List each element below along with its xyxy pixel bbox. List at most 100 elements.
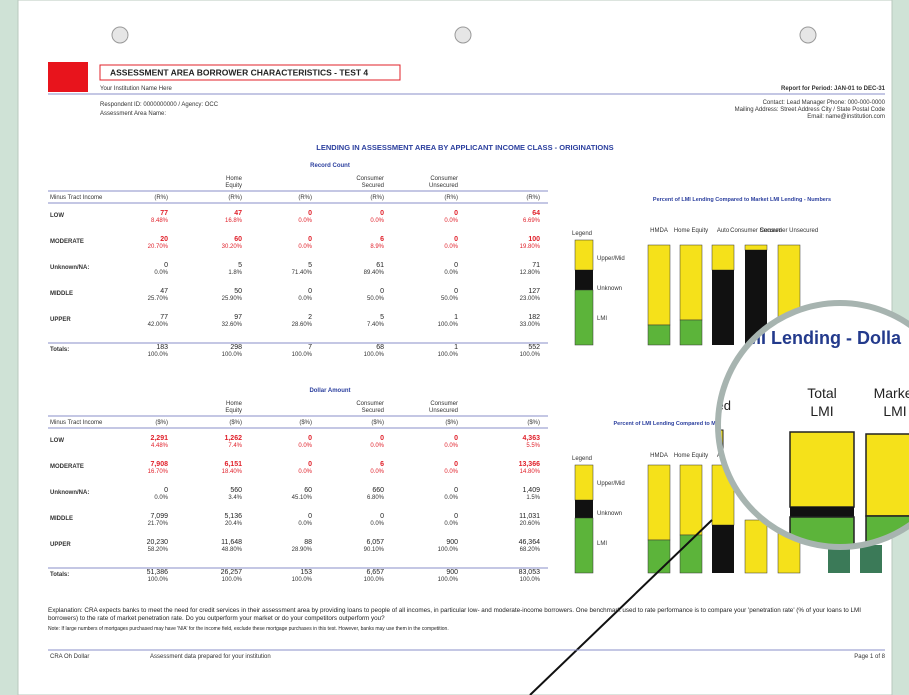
cell: (R%): [298, 195, 312, 201]
punch-hole: [800, 27, 816, 43]
cell-percent: 68.20%: [520, 547, 541, 553]
cell-percent: 100.0%: [438, 352, 459, 358]
cell-percent: 20.70%: [148, 244, 169, 250]
column-header: ConsumerUnsecured: [429, 176, 458, 189]
cell-value: 7,908: [150, 461, 168, 468]
cell-percent: 23.00%: [520, 296, 541, 302]
magnified-label: LMI: [883, 403, 906, 419]
cell-value: 6,657: [366, 569, 384, 576]
cell-percent: 42.00%: [148, 322, 169, 328]
cell-percent: 58.20%: [148, 547, 169, 553]
cell-percent: 28.90%: [292, 547, 313, 553]
cell-value: 0: [380, 435, 384, 442]
punch-hole: [112, 27, 128, 43]
cell-value: 6,151: [224, 461, 242, 468]
cell-value: 7: [308, 344, 312, 351]
cell-value: 0: [454, 262, 458, 269]
cell-percent: 45.10%: [292, 495, 313, 501]
document: ASSESSMENT AREA BORROWER CHARACTERISTICS…: [0, 0, 909, 695]
cell-value: 26,257: [221, 569, 243, 576]
cell-value: 560: [230, 487, 242, 494]
cell-value: 100: [528, 236, 540, 243]
cell-percent: 100.0%: [438, 577, 459, 583]
cell-value: 13,366: [519, 461, 541, 468]
cell-value: 660: [372, 487, 384, 494]
cell-percent: 100.0%: [438, 322, 459, 328]
row-label: MIDDLE: [50, 291, 73, 297]
cell-percent: 100.0%: [292, 577, 313, 583]
cell-percent: 90.10%: [364, 547, 385, 553]
cell-value: 0: [164, 487, 168, 494]
magnified-label: LMI: [810, 403, 833, 419]
cell-percent: 18.40%: [222, 469, 243, 475]
row-label: MODERATE: [50, 464, 84, 470]
contact: Contact: Lead Manager Phone: 000-000-000…: [763, 100, 886, 106]
cell-percent: 20.60%: [520, 521, 541, 527]
cell-percent: 1.5%: [526, 495, 540, 501]
cell-percent: 0.0%: [370, 521, 384, 527]
cell-percent: 25.90%: [222, 296, 243, 302]
cell-percent: 32.60%: [222, 322, 243, 328]
legend-item: Unknown: [597, 511, 622, 517]
institution: Your Institution Name Here: [100, 86, 172, 92]
cell-value: 298: [230, 344, 242, 351]
cell: (R%): [154, 195, 168, 201]
cell-value: 6: [380, 236, 384, 243]
cell-value: 0: [308, 461, 312, 468]
cell-value: 0: [454, 461, 458, 468]
row-label: Minus Tract Income: [50, 420, 103, 426]
cell-percent: 0.0%: [298, 469, 312, 475]
cell-value: 5: [238, 262, 242, 269]
row-label: UPPER: [50, 317, 71, 323]
cell-percent: 71.40%: [292, 270, 313, 276]
cell-value: 20: [160, 236, 168, 243]
legend-item: LMI: [597, 316, 607, 322]
cell-percent: 6.80%: [367, 495, 385, 501]
cell-percent: 3.4%: [228, 495, 242, 501]
cell-value: 153: [300, 569, 312, 576]
cell-value: 0: [164, 262, 168, 269]
row-label: Unknown/NA:: [50, 490, 89, 496]
row-label: Minus Tract Income: [50, 195, 103, 201]
row-label: UPPER: [50, 542, 71, 548]
row-label: Totals:: [50, 572, 69, 578]
cell-percent: 0.0%: [444, 469, 458, 475]
cell-percent: 19.80%: [520, 244, 541, 250]
cell: ($%): [527, 420, 540, 426]
cell-percent: 100.0%: [148, 352, 169, 358]
cell-percent: 0.0%: [444, 443, 458, 449]
cell-percent: 0.0%: [370, 218, 384, 224]
cell-value: 0: [308, 210, 312, 217]
cell-percent: 89.40%: [364, 270, 385, 276]
cell-percent: 100.0%: [222, 577, 243, 583]
category-label: HMDA: [650, 228, 668, 234]
cell: ($%): [229, 420, 242, 426]
cell-percent: 5.5%: [526, 443, 540, 449]
cell: (R%): [526, 195, 540, 201]
cell-percent: 4.48%: [151, 443, 169, 449]
cell-value: 2,291: [150, 435, 168, 442]
cell-percent: 48.80%: [222, 547, 243, 553]
row-label: LOW: [50, 213, 64, 219]
row-label: MODERATE: [50, 239, 84, 245]
cell-percent: 7.40%: [367, 322, 385, 328]
cell-percent: 6.69%: [523, 218, 541, 224]
cell-value: 0: [308, 435, 312, 442]
report-period: Report for Period: JAN-01 to DEC-31: [781, 86, 886, 92]
cell-percent: 20.4%: [225, 521, 243, 527]
cell-percent: 21.70%: [148, 521, 169, 527]
cell-value: 0: [454, 288, 458, 295]
cell-percent: 100.0%: [438, 547, 459, 553]
contact: Mailing Address: Street Address City / S…: [735, 107, 886, 113]
cell-value: 88: [304, 539, 312, 546]
cell-value: 1,262: [224, 435, 242, 442]
cell-value: 50: [234, 288, 242, 295]
cell-value: 0: [454, 487, 458, 494]
cell-value: 0: [380, 513, 384, 520]
cell-value: 6: [380, 461, 384, 468]
legend-item: Upper/Mid: [597, 481, 625, 487]
cell-value: 11,648: [221, 539, 242, 546]
cell-percent: 0.0%: [444, 521, 458, 527]
chart-title: Percent of LMI Lending Compared to Marke…: [653, 197, 831, 203]
cell-value: 183: [156, 344, 168, 351]
